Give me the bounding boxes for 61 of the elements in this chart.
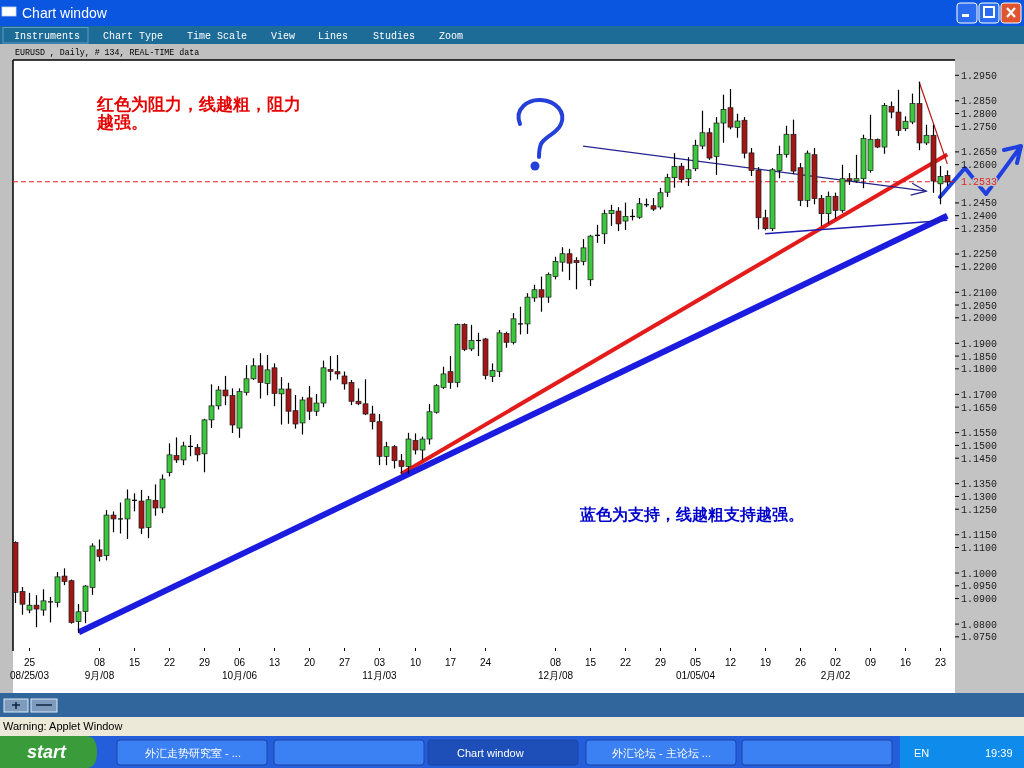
x-tick-label: 27 [338, 657, 351, 668]
y-tick-label: 1.1500 [961, 440, 998, 452]
x-tick-label: 08 9月/08 [84, 657, 115, 681]
x-tick-label: 05 01/05/04 [676, 657, 716, 681]
y-tick-label: 1.0800 [961, 619, 998, 631]
y-tick-label: 1.1100 [961, 543, 998, 555]
y-tick-label: 1.0950 [961, 581, 998, 593]
y-tick-label: 1.1900 [961, 338, 998, 350]
y-tick-label: 1.1350 [961, 479, 998, 491]
y-tick-label: 1.0750 [961, 632, 998, 644]
x-tick-label: 29 [654, 657, 667, 668]
y-tick-label: 1.1700 [961, 389, 998, 401]
x-tick-label: 02 2月/02 [820, 657, 851, 681]
y-tick-label: 1.1800 [961, 364, 998, 376]
x-tick-label: 12 [724, 657, 737, 668]
y-tick-label: 1.1850 [961, 351, 998, 363]
x-tick-label: 24 [479, 657, 492, 668]
x-tick-label: 20 [303, 657, 316, 668]
y-tick-label: 1.1150 [961, 530, 998, 542]
y-tick-label: 1.2450 [961, 198, 998, 210]
y-tick-label: 1.1250 [961, 504, 998, 516]
x-tick-label: 19 [759, 657, 772, 668]
x-tick-label: 17 [444, 657, 457, 668]
y-tick-label: 1.1000 [961, 568, 998, 580]
y-tick-label: 1.2100 [961, 287, 998, 299]
y-tick-label: 1.2000 [961, 313, 998, 325]
y-tick-label: 1.1300 [961, 491, 998, 503]
y-tick-label: 1.2200 [961, 262, 998, 274]
y-tick-label: 1.2800 [961, 109, 998, 121]
x-tick-label: 15 [128, 657, 141, 668]
y-tick-label: 1.2950 [961, 70, 998, 82]
taskbar: start 外汇走势研究室 - ... Chart window 外汇论坛 - 主论坛 ... EN 19:39 [0, 736, 1024, 768]
x-tick-label: 22 [619, 657, 632, 668]
x-tick-label: 06 10月/06 [221, 657, 258, 681]
x-tick-label: 13 [268, 657, 281, 668]
x-tick-label: 03 11月/03 [362, 657, 398, 681]
x-tick-label: 26 [794, 657, 807, 668]
x-tick-label: 23 [934, 657, 947, 668]
y-tick-label: 1.2250 [961, 249, 998, 261]
x-tick-label: 09 [864, 657, 877, 668]
y-tick-label: 1.2350 [961, 223, 998, 235]
annotation: 蓝色为支持，线越粗支持越强。 [580, 505, 804, 524]
chart-title: EURUSD , Daily, # 134, REAL-TIME data [15, 48, 200, 57]
y-tick-label: 1.2650 [961, 147, 998, 159]
y-tick-label: 1.2600 [961, 160, 998, 172]
y-tick-label: 1.2400 [961, 211, 998, 223]
y-tick-label: 1.1550 [961, 428, 998, 440]
annotation: 红色为阻力，线越粗，阻力越强。 [97, 95, 302, 132]
x-tick-label: 10 [409, 657, 422, 668]
y-tick-label: 1.2050 [961, 300, 998, 312]
y-tick-label: 1.0900 [961, 594, 998, 606]
x-tick-label: 22 [163, 657, 176, 668]
x-tick-label: 16 [899, 657, 912, 668]
y-tick-label: 1.1450 [961, 453, 998, 465]
x-tick-label: 08 12月/08 [537, 657, 574, 681]
y-tick-label: 1.2850 [961, 96, 998, 108]
x-tick-label: 15 [584, 657, 597, 668]
y-tick-label: 1.2750 [961, 121, 998, 133]
x-tick-label: 29 [198, 657, 211, 668]
x-tick-label: 25 08/25/03 [10, 657, 50, 681]
y-tick-label: 1.1650 [961, 402, 998, 414]
